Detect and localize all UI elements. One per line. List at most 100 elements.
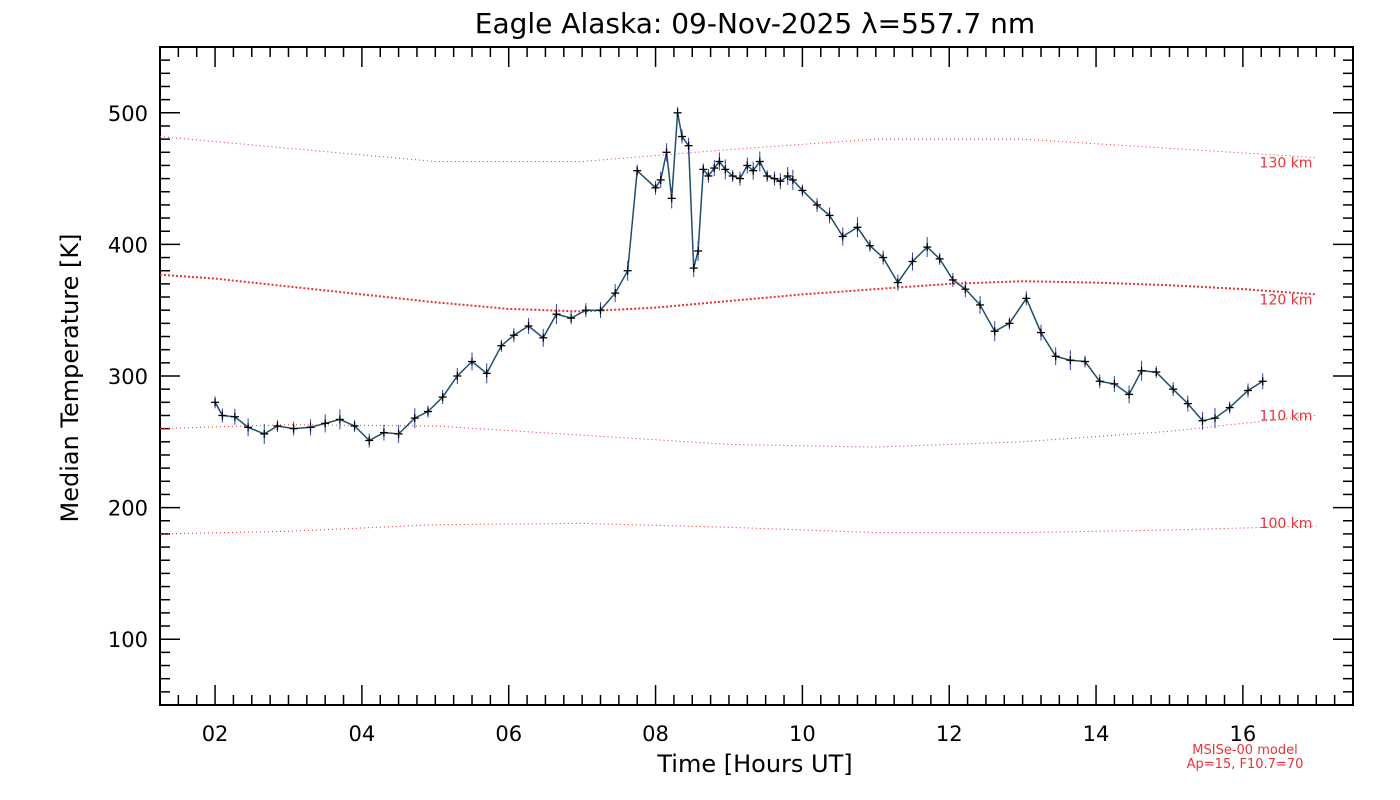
data-point xyxy=(879,253,888,262)
data-point xyxy=(656,175,665,184)
data-point xyxy=(788,175,797,184)
data-point xyxy=(770,174,779,183)
data-point xyxy=(776,177,785,186)
data-point xyxy=(1125,390,1134,399)
data-point xyxy=(244,423,253,432)
data-point xyxy=(1110,379,1119,388)
data-point xyxy=(497,341,506,350)
data-point xyxy=(813,200,822,209)
data-point xyxy=(677,132,686,141)
data-point xyxy=(468,357,477,366)
data-point xyxy=(743,161,752,170)
data-point xyxy=(273,422,282,431)
chart-title: Eagle Alaska: 09-Nov-2025 λ=557.7 nm xyxy=(475,7,1035,40)
data-point xyxy=(423,407,432,416)
data-point xyxy=(763,171,772,180)
data-point xyxy=(453,372,462,380)
data-point xyxy=(1258,377,1267,386)
data-point xyxy=(961,285,970,294)
data-point xyxy=(694,246,703,255)
y-tick-label: 200 xyxy=(108,497,148,521)
data-point xyxy=(1081,357,1090,366)
data-point xyxy=(749,166,758,175)
data-point xyxy=(1198,416,1207,425)
data-point xyxy=(1005,319,1014,328)
model-curve-130-km xyxy=(159,136,1317,162)
data-point xyxy=(1022,294,1031,303)
data-point xyxy=(783,171,792,180)
data-point xyxy=(218,411,227,420)
data-point xyxy=(539,333,548,342)
data-point xyxy=(306,423,315,432)
data-point xyxy=(623,266,632,275)
plot-frame xyxy=(159,46,1354,706)
data-point xyxy=(1066,356,1075,365)
data-point xyxy=(662,148,671,157)
data-point xyxy=(581,306,590,315)
data-point xyxy=(684,141,693,150)
y-axis: 100 200 300 400 500 xyxy=(108,46,1353,706)
data-point xyxy=(923,243,932,252)
model-curve-label: 110 km xyxy=(1260,408,1313,424)
data-point xyxy=(394,429,403,438)
data-point xyxy=(596,306,605,315)
data-point xyxy=(948,275,957,284)
data-point xyxy=(704,171,713,180)
data-point xyxy=(667,194,676,203)
y-tick-label: 500 xyxy=(108,102,148,126)
x-tick-label: 16 xyxy=(1230,722,1257,746)
y-tick-label: 400 xyxy=(108,233,148,257)
data-point xyxy=(524,321,533,330)
data-point xyxy=(552,310,561,319)
data-point xyxy=(260,429,269,438)
data-point xyxy=(1225,403,1234,412)
data-point xyxy=(289,424,298,433)
data-point xyxy=(838,232,847,241)
y-tick-label: 300 xyxy=(108,365,148,389)
data-point xyxy=(893,278,902,287)
data-point xyxy=(350,422,359,431)
data-point xyxy=(673,108,682,117)
data-point xyxy=(1137,366,1146,375)
model-curve-label: 120 km xyxy=(1260,292,1313,308)
data-point xyxy=(721,165,730,174)
data-point xyxy=(689,264,698,273)
data-point xyxy=(935,254,944,263)
data-point xyxy=(509,331,518,340)
data-point xyxy=(651,183,660,192)
data-point xyxy=(567,314,576,323)
data-point xyxy=(715,157,724,166)
y-axis-label: Median Temperature [K] xyxy=(56,233,84,522)
data-point xyxy=(379,428,388,437)
data-point xyxy=(1169,385,1178,394)
x-tick-label: 10 xyxy=(789,722,816,746)
x-tick-label: 12 xyxy=(936,722,963,746)
data-point xyxy=(230,412,239,421)
data-point xyxy=(798,186,807,195)
x-axis: 02 04 06 08 10 12 14 16 xyxy=(159,47,1354,746)
model-curve-label: 130 km xyxy=(1260,156,1313,172)
model-curves: 100 km 110 km 120 km 130 km xyxy=(159,136,1317,535)
data-point xyxy=(482,369,491,378)
data-point xyxy=(908,257,917,266)
data-point xyxy=(1183,399,1192,408)
data-point xyxy=(211,398,220,407)
data-point xyxy=(735,174,744,183)
model-curve-label: 100 km xyxy=(1260,516,1313,532)
data-series xyxy=(211,106,1267,448)
data-point xyxy=(365,436,374,445)
plot-border xyxy=(159,46,1354,706)
model-note-line1: MSISe-00 model xyxy=(1192,743,1297,758)
series-line xyxy=(214,112,1264,442)
data-point xyxy=(438,393,447,402)
x-axis-label: Time [Hours UT] xyxy=(656,750,852,778)
data-point xyxy=(728,171,737,180)
data-point xyxy=(976,300,985,309)
data-point xyxy=(321,419,330,428)
data-point xyxy=(990,327,999,336)
data-point xyxy=(611,289,620,298)
y-tick-label: 100 xyxy=(108,628,148,652)
data-point xyxy=(755,157,764,166)
x-tick-label: 02 xyxy=(202,722,229,746)
data-point xyxy=(865,241,874,250)
